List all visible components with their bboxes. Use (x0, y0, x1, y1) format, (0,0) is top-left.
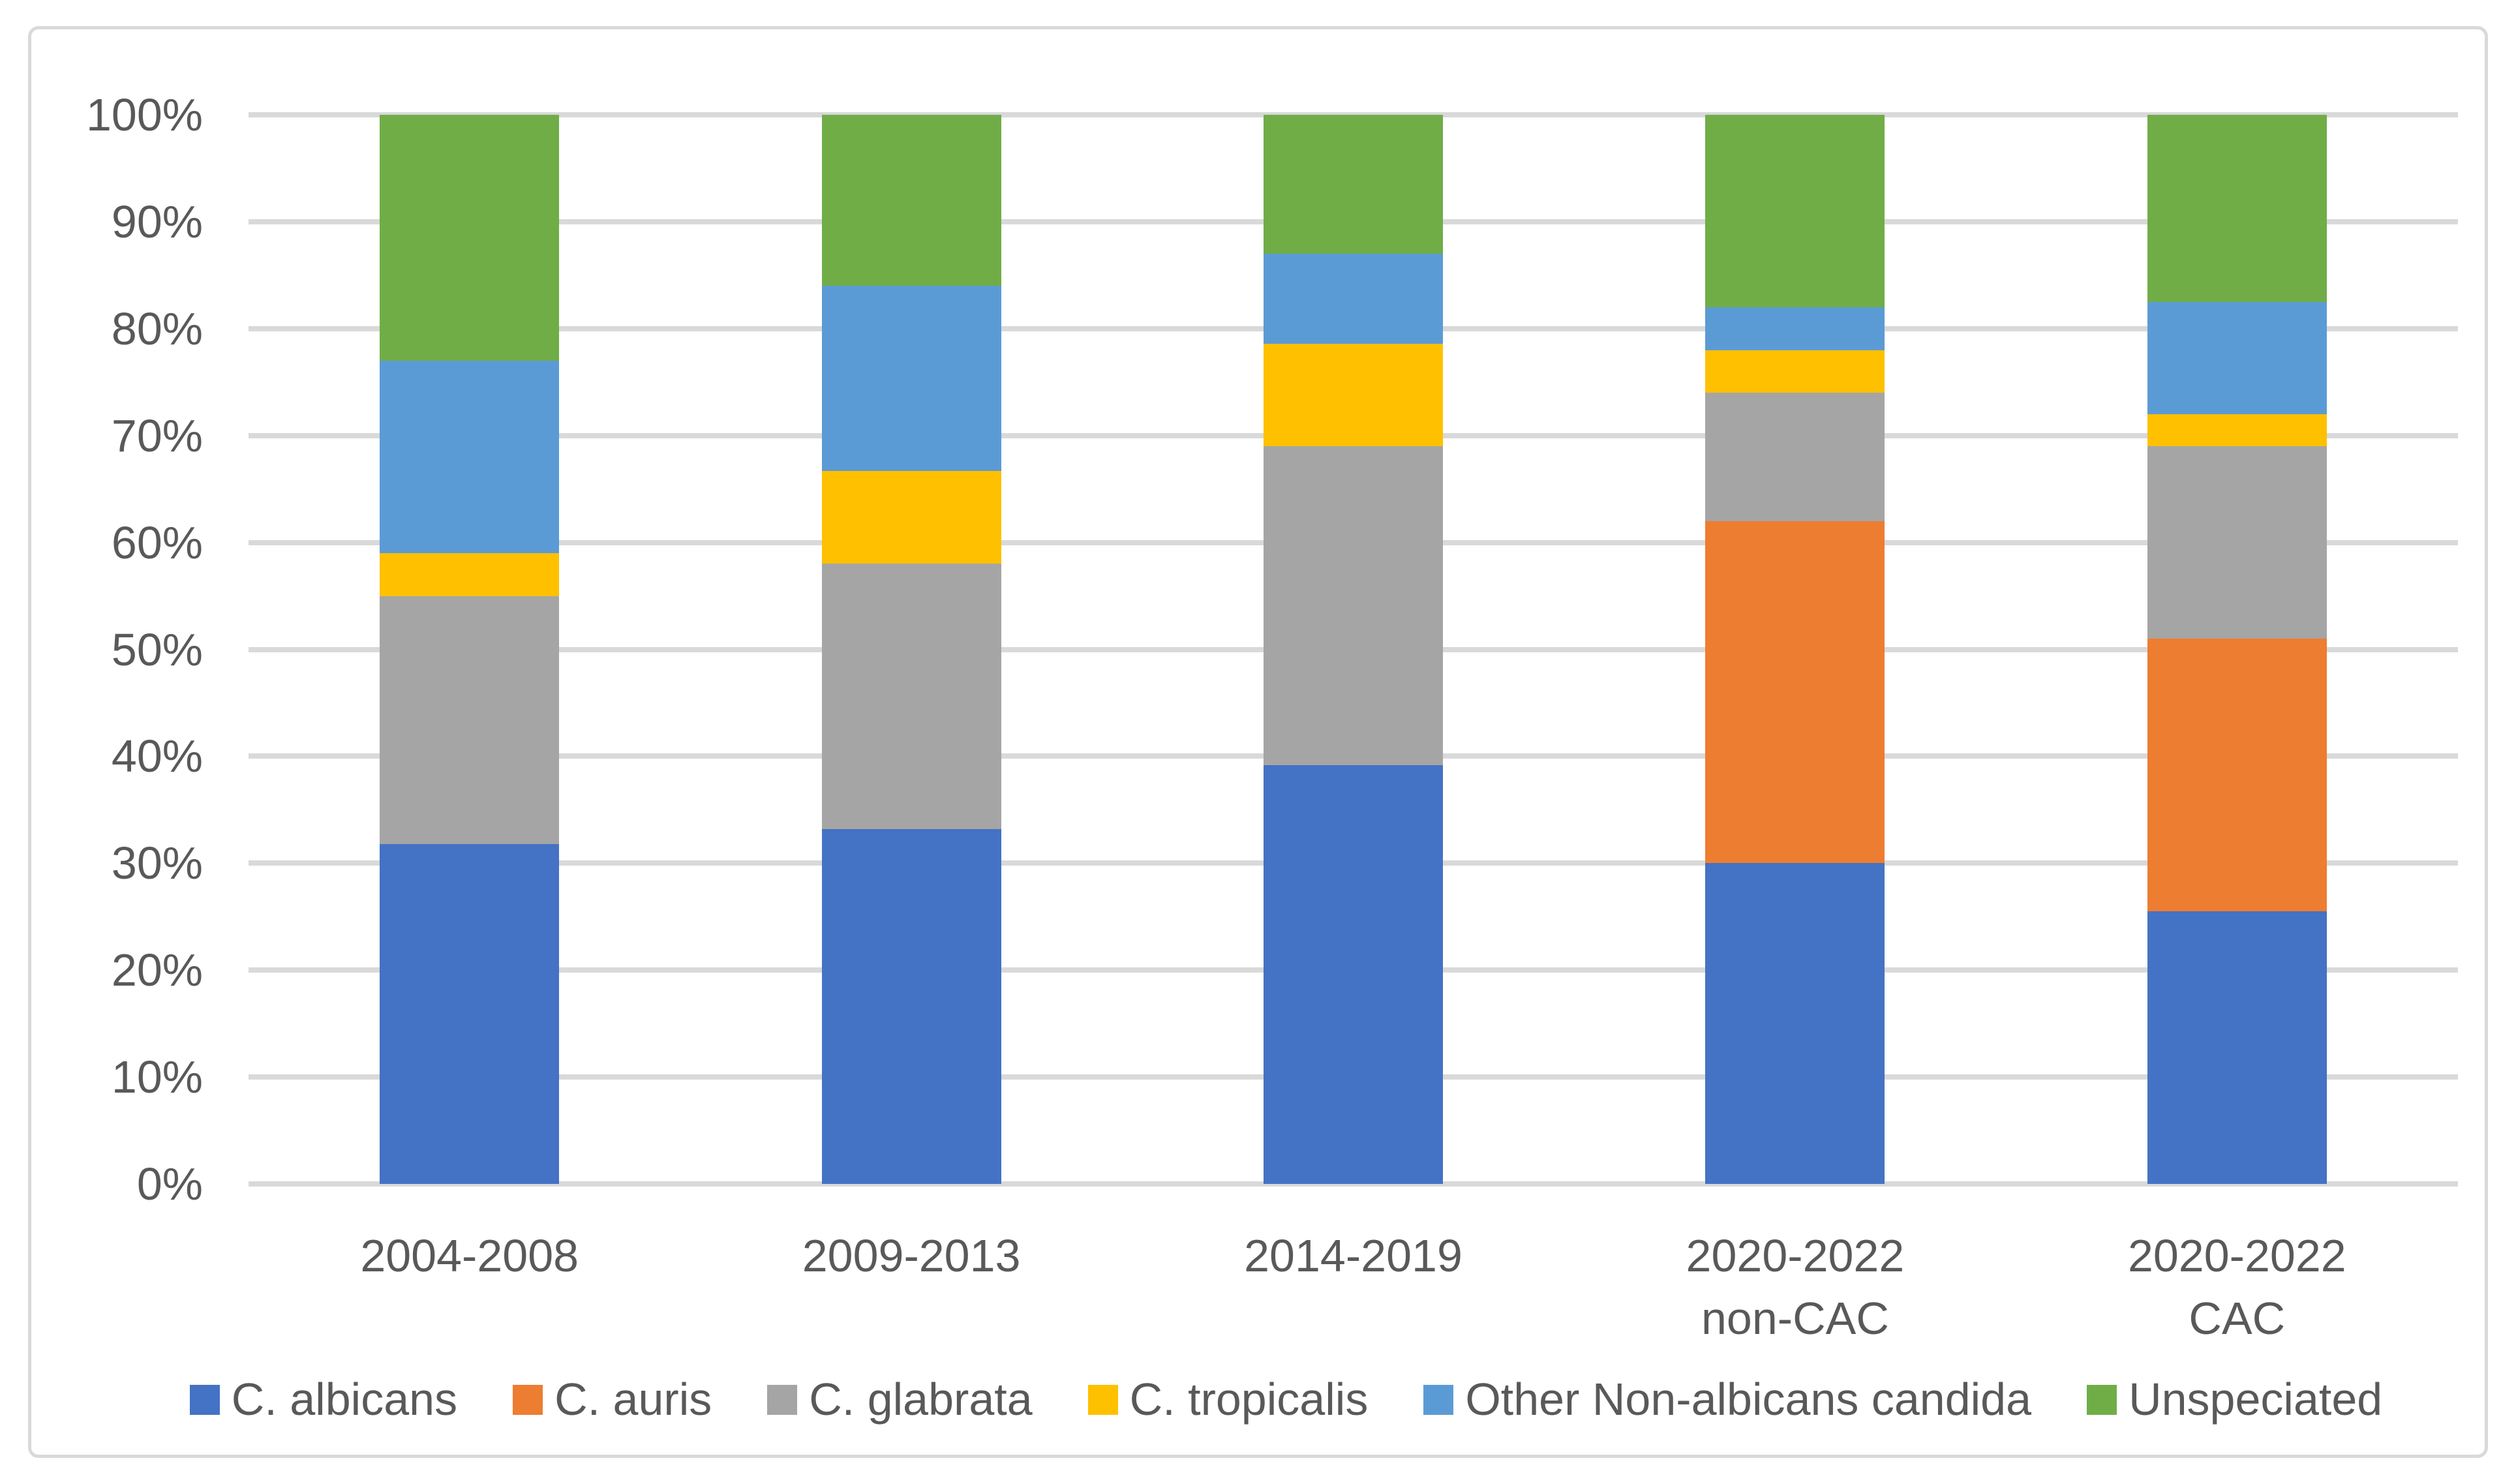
y-tick-label-40%: 40% (111, 731, 203, 782)
legend-item-Unspeciated: Unspeciated (2087, 1374, 2382, 1425)
bar-segment-C.-tropicalis (1705, 350, 1885, 393)
bar-stack-2020-2022-CAC (2147, 115, 2327, 1184)
bar-segment-C.-albicans (380, 843, 560, 1184)
bar-segment-Other-Non-albicans-candida (2147, 301, 2327, 414)
bar-slot-3 (1132, 115, 1574, 1184)
bar-segment-C.-glabrata (821, 564, 1001, 829)
legend-label: Other Non-albicans candida (1465, 1374, 2032, 1425)
bar-segment-C.-glabrata (2147, 446, 2327, 639)
chart-frame: 0% 10% 20% 30% 40% 50% 60% 70% 80% 90% 100% 2004-2… (28, 26, 2488, 1458)
bar-segment-C.-albicans (821, 828, 1001, 1184)
y-tick-label-10%: 10% (111, 1052, 203, 1103)
bar-segment-C.-albicans (1264, 765, 1444, 1184)
bar-segment-C.-auris (2147, 639, 2327, 912)
y-tick-label-80%: 80% (111, 303, 203, 354)
y-tick-label-20%: 20% (111, 945, 203, 996)
legend-item-Other-Non-albicans-candida: Other Non-albicans candida (1423, 1374, 2031, 1425)
legend: C. albicans C. auris C. glabrata C. tropica… (59, 1374, 2513, 1425)
y-tick-label-50%: 50% (111, 624, 203, 675)
bar-segment-Unspeciated (1705, 115, 1885, 308)
legend-label: C. auris (554, 1374, 712, 1425)
y-tick-label-30%: 30% (111, 838, 203, 889)
bar-segment-Unspeciated (1264, 115, 1444, 254)
legend-label: Unspeciated (2129, 1374, 2383, 1425)
bar-stack-2009-2013 (821, 115, 1001, 1184)
bar-segment-C.-glabrata (1264, 446, 1444, 765)
bar-segment-C.-auris (1705, 521, 1885, 864)
legend-item-C.-tropicalis: C. tropicalis (1087, 1374, 1369, 1425)
bar-series-area (249, 115, 2458, 1184)
x-tick-label-4: 2020-2022 non-CAC (1686, 1230, 1905, 1344)
gridline-100% (249, 112, 2458, 117)
bar-stack-2014-2019 (1264, 115, 1444, 1184)
gridline-0% (249, 1181, 2458, 1187)
y-axis-tick-labels: 0% 10% 20% 30% 40% 50% 60% 70% 80% 90% 100% (44, 92, 203, 1207)
legend-item-C.-albicans: C. albicans (189, 1374, 458, 1425)
legend-swatch-icon (189, 1384, 220, 1415)
bar-segment-Other-Non-albicans-candida (821, 286, 1001, 471)
bar-segment-C.-tropicalis (821, 470, 1001, 564)
x-tick-label-1: 2004-2008 (360, 1230, 579, 1281)
legend-swatch-icon (767, 1384, 798, 1415)
plot-area (249, 112, 2458, 1187)
y-tick-label-60%: 60% (111, 517, 203, 568)
bar-stack-2020-2022-non-CAC (1705, 115, 1885, 1184)
legend-swatch-icon (2087, 1384, 2117, 1415)
legend-swatch-icon (1423, 1384, 1454, 1415)
bar-segment-C.-albicans (2147, 911, 2327, 1184)
legend-item-C.-auris: C. auris (513, 1374, 712, 1425)
legend-label: C. tropicalis (1129, 1374, 1369, 1425)
bar-segment-C.-tropicalis (2147, 414, 2327, 447)
legend-swatch-icon (513, 1384, 543, 1415)
bar-segment-Unspeciated (2147, 115, 2327, 302)
y-tick-label-70%: 70% (111, 410, 203, 461)
bar-slot-4 (1574, 115, 2016, 1184)
bar-segment-Unspeciated (821, 115, 1001, 286)
bar-segment-C.-tropicalis (1264, 343, 1444, 447)
x-tick-label-3: 2014-2019 (1244, 1230, 1463, 1281)
bar-segment-C.-tropicalis (380, 553, 560, 596)
y-tick-label-100%: 100% (85, 89, 203, 140)
bar-segment-Other-Non-albicans-candida (1705, 307, 1885, 350)
bar-segment-Other-Non-albicans-candida (1264, 254, 1444, 344)
bar-segment-C.-glabrata (380, 596, 560, 844)
bar-segment-C.-glabrata (1705, 393, 1885, 521)
y-tick-label-90%: 90% (111, 196, 203, 247)
x-axis-tick-labels: 2004-2008 2009-2013 2014-2019 2020-2022 non… (249, 1224, 2458, 1350)
bar-segment-Other-Non-albicans-candida (380, 361, 560, 554)
bar-segment-C.-albicans (1705, 863, 1885, 1184)
bar-slot-2 (690, 115, 1132, 1184)
legend-label: C. glabrata (809, 1374, 1033, 1425)
bar-stack-2004-2008 (380, 115, 560, 1184)
legend-label: C. albicans (231, 1374, 458, 1425)
bar-slot-1 (249, 115, 690, 1184)
x-tick-label-2: 2009-2013 (802, 1230, 1021, 1281)
legend-item-C.-glabrata: C. glabrata (767, 1374, 1033, 1425)
bar-segment-Unspeciated (380, 115, 560, 361)
legend-swatch-icon (1087, 1384, 1118, 1415)
bar-slot-5 (2016, 115, 2458, 1184)
x-tick-label-5: 2020-2022 CAC (2127, 1230, 2346, 1344)
y-tick-label-0%: 0% (136, 1158, 203, 1209)
